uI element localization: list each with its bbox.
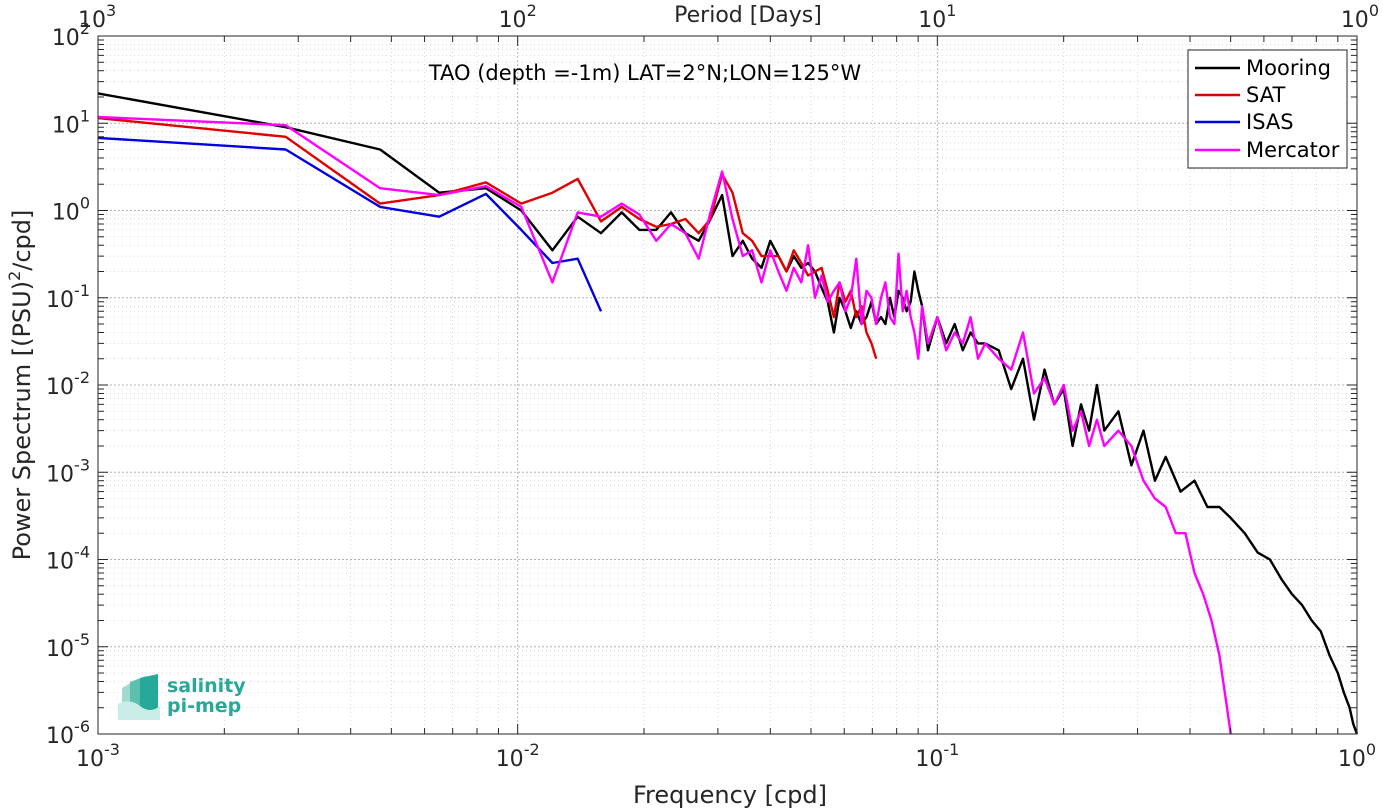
y-tick-label: 10-3	[46, 455, 90, 487]
series-line-isas	[97, 136, 603, 312]
y-tick-base: 10	[46, 550, 74, 575]
top-tick-exponent: 0	[1369, 1, 1379, 20]
logo-line2: pi-mep	[167, 695, 241, 717]
y-tick-exponent: -5	[74, 630, 90, 649]
tick-marks	[97, 35, 1358, 735]
y-axis-title-tail: /cpd]	[8, 210, 36, 271]
x-tick-exponent: -3	[104, 740, 120, 759]
y-tick-exponent: 0	[80, 194, 90, 213]
series-line-sat	[97, 116, 878, 360]
y-tick-exponent: -6	[74, 717, 90, 736]
y-tick-exponent: -1	[74, 281, 90, 300]
y-tick-base: 10	[52, 201, 80, 226]
y-axis-title: Power Spectrum [(PSU)2/cpd]	[5, 210, 36, 561]
y-axis-title-sup: 2	[5, 271, 24, 281]
y-tick-label: 10-4	[46, 543, 90, 575]
legend-label-isas: ISAS	[1246, 110, 1294, 134]
series-line-mercator	[97, 115, 1232, 735]
x-tick-exponent: -2	[524, 740, 540, 759]
legend-label-mercator: Mercator	[1246, 138, 1340, 162]
y-tick-label: 10-2	[46, 368, 90, 400]
x-tick-label: 10-3	[76, 740, 120, 772]
top-tick-exponent: 2	[527, 1, 537, 20]
y-tick-base: 10	[46, 637, 74, 662]
x-tick-base: 10	[915, 747, 943, 772]
logo-mark-icon	[118, 674, 160, 720]
y-tick-label: 100	[52, 194, 90, 226]
top-tick-label: 100	[1341, 1, 1379, 33]
y-tick-label: 10-6	[46, 717, 90, 749]
logo-line1: salinity	[167, 675, 246, 697]
x-tick-base: 10	[496, 747, 524, 772]
y-tick-label: 101	[52, 106, 90, 138]
y-tick-exponent: -4	[74, 543, 90, 562]
top-axis-title: Period [Days]	[674, 3, 822, 28]
y-tick-label: 10-5	[46, 630, 90, 662]
top-tick-base: 10	[1341, 8, 1369, 33]
salinity-pimep-logo: salinity pi-mep	[118, 674, 246, 720]
top-tick-label: 101	[918, 1, 956, 33]
x-tick-base: 10	[1338, 747, 1366, 772]
legend: Mooring SAT ISAS Mercator	[1187, 49, 1348, 169]
y-tick-label: 10-1	[46, 281, 90, 313]
x-tick-labels: 10-3 10-2 10-1 100	[76, 740, 1376, 772]
y-tick-label: 102	[52, 19, 90, 51]
y-tick-exponent: 2	[80, 19, 90, 38]
x-axis-title: Frequency [cpd]	[633, 781, 827, 809]
top-tick-exponent: 3	[106, 1, 116, 20]
series-line-mooring	[97, 92, 1359, 735]
x-tick-exponent: -1	[943, 740, 959, 759]
chart-annotation: TAO (depth =-1m) LAT=2°N;LON=125°W	[428, 61, 862, 85]
legend-box	[1187, 49, 1348, 169]
x-tick-base: 10	[76, 747, 104, 772]
y-tick-base: 10	[52, 113, 80, 138]
top-tick-label: 103	[78, 1, 116, 33]
top-tick-label: 102	[499, 1, 537, 33]
y-tick-exponent: 1	[80, 106, 90, 125]
top-tick-labels: 103 102 101 100	[78, 1, 1379, 33]
top-tick-base: 10	[78, 8, 106, 33]
y-tick-base: 10	[46, 462, 74, 487]
series-lines	[97, 92, 1359, 735]
top-tick-exponent: 1	[946, 1, 956, 20]
legend-label-mooring: Mooring	[1246, 56, 1331, 80]
top-tick-base: 10	[499, 8, 527, 33]
y-tick-base: 10	[46, 724, 74, 749]
x-tick-exponent: 0	[1366, 740, 1376, 759]
legend-label-sat: SAT	[1246, 83, 1285, 107]
y-tick-exponent: -2	[74, 368, 90, 387]
y-tick-base: 10	[46, 375, 74, 400]
y-tick-exponent: -3	[74, 455, 90, 474]
y-tick-base: 10	[52, 26, 80, 51]
y-axis-title-main: Power Spectrum [(PSU)	[8, 281, 36, 560]
x-tick-label: 10-1	[915, 740, 959, 772]
top-tick-base: 10	[918, 8, 946, 33]
x-tick-label: 100	[1338, 740, 1376, 772]
y-tick-base: 10	[46, 288, 74, 313]
x-tick-label: 10-2	[496, 740, 540, 772]
